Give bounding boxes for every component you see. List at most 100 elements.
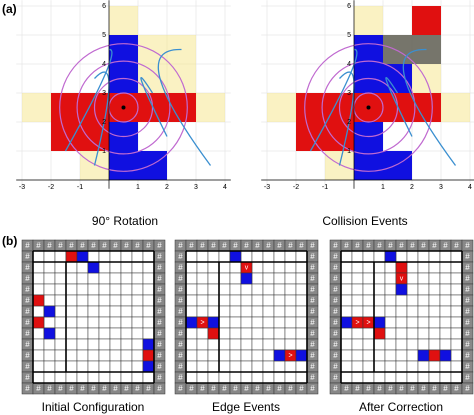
cell xyxy=(207,349,220,362)
cell xyxy=(32,250,45,263)
particle xyxy=(395,261,408,274)
cell xyxy=(218,360,231,373)
cell xyxy=(406,305,419,318)
cell xyxy=(43,283,56,296)
cell xyxy=(340,349,353,362)
wall-symbol: # xyxy=(310,274,315,283)
cell xyxy=(109,349,122,362)
cell xyxy=(284,371,297,384)
cell xyxy=(251,327,264,340)
cell xyxy=(142,371,155,384)
wall-symbol: # xyxy=(69,241,74,250)
cell xyxy=(439,294,452,307)
cell xyxy=(87,305,100,318)
cell xyxy=(284,338,297,351)
cell xyxy=(262,261,275,274)
wall-symbol: # xyxy=(310,263,315,272)
tick-label: 2 xyxy=(165,184,169,191)
wall-symbol: # xyxy=(25,318,30,327)
cell xyxy=(450,338,463,351)
cell xyxy=(262,283,275,296)
cell xyxy=(340,283,353,296)
cell xyxy=(240,360,253,373)
cell xyxy=(251,338,264,351)
cell xyxy=(362,349,375,362)
cell xyxy=(65,371,78,384)
cell xyxy=(120,371,133,384)
particle xyxy=(295,349,308,362)
cell xyxy=(76,360,89,373)
orbit xyxy=(321,60,416,155)
cell xyxy=(196,261,209,274)
cell xyxy=(153,382,166,395)
cell xyxy=(43,338,56,351)
wall-symbol: # xyxy=(333,373,338,382)
grid: # # # # # # # # # # # # # # # # # # # # # # # # # # # # # # # # # # # # # # # #… xyxy=(21,239,166,395)
cell xyxy=(406,327,419,340)
wall-symbol: # xyxy=(333,329,338,338)
wall-symbol: # xyxy=(421,241,426,250)
cell xyxy=(240,283,253,296)
cell xyxy=(295,250,308,263)
cell xyxy=(428,261,441,274)
cell xyxy=(196,360,209,373)
cell xyxy=(120,305,133,318)
cell xyxy=(362,250,375,263)
cell xyxy=(131,349,144,362)
cell xyxy=(362,272,375,285)
cell xyxy=(207,250,220,263)
wall-symbol: # xyxy=(344,241,349,250)
tick-label: 5 xyxy=(347,32,351,39)
cell xyxy=(65,338,78,351)
wall-symbol: # xyxy=(299,384,304,393)
wall-symbol: # xyxy=(157,274,162,283)
wall-symbol: # xyxy=(47,384,52,393)
cell xyxy=(98,349,111,362)
wall-symbol: # xyxy=(222,384,227,393)
cell xyxy=(384,294,397,307)
cell xyxy=(284,283,297,296)
cell xyxy=(439,250,452,263)
tick-label: 3 xyxy=(194,184,198,191)
cell xyxy=(185,283,198,296)
cell xyxy=(306,382,319,395)
wall-symbol: # xyxy=(157,351,162,360)
cell xyxy=(461,382,474,395)
cell xyxy=(428,283,441,296)
wall-symbol: # xyxy=(178,241,183,250)
cell xyxy=(273,294,286,307)
cell xyxy=(450,283,463,296)
cell xyxy=(87,338,100,351)
cell xyxy=(218,338,231,351)
wall-symbol: # xyxy=(157,285,162,294)
wall-symbol: # xyxy=(25,384,30,393)
cell xyxy=(273,283,286,296)
wall-symbol: # xyxy=(465,362,470,371)
cell xyxy=(32,261,45,274)
cell xyxy=(120,261,133,274)
cell xyxy=(240,316,253,329)
particle xyxy=(373,327,386,340)
cell xyxy=(87,283,100,296)
cell xyxy=(351,327,364,340)
cell xyxy=(229,283,242,296)
wall-symbol: # xyxy=(465,307,470,316)
cell xyxy=(428,316,441,329)
wall-symbol: # xyxy=(178,362,183,371)
cell xyxy=(142,272,155,285)
cell xyxy=(240,305,253,318)
cell xyxy=(54,316,67,329)
wall-symbol: # xyxy=(80,241,85,250)
cell xyxy=(262,338,275,351)
cell xyxy=(406,371,419,384)
wall-symbol: # xyxy=(178,373,183,382)
wall-symbol: # xyxy=(36,384,41,393)
wall-symbol: # xyxy=(157,318,162,327)
cell xyxy=(76,371,89,384)
cell xyxy=(142,294,155,307)
wall-symbol: # xyxy=(454,384,459,393)
orbit xyxy=(76,60,171,155)
particle xyxy=(229,250,242,263)
cell xyxy=(439,305,452,318)
tick-label: 3 xyxy=(439,184,443,191)
